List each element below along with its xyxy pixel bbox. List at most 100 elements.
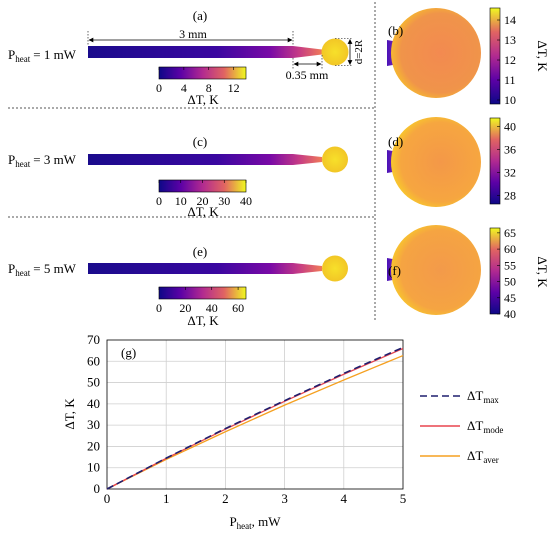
- colorbar-b-label: ΔT, K: [535, 40, 550, 72]
- panel-e-p-heat: Pheat = 5 mW: [8, 261, 77, 278]
- x-axis-label: Pheat, mW: [229, 514, 281, 531]
- panel-b: (b) 14 13 12 11 10 ΔT, K: [387, 7, 550, 107]
- colorbar-tick-label: 60: [232, 301, 244, 315]
- legend-label-max: ΔTmax: [467, 388, 499, 405]
- panel-b-label: (b): [388, 23, 403, 38]
- x-tick-label: 0: [104, 491, 111, 506]
- colorbar-tick-label: 40: [504, 307, 516, 321]
- colorbar-b-ticks: 14 13 12 11 10: [497, 13, 516, 107]
- bead-sphere: [322, 146, 348, 173]
- colorbar-tick-label: 13: [504, 33, 516, 47]
- diameter-label: d=2R: [353, 39, 365, 64]
- x-tick-label: 1: [163, 491, 170, 506]
- panel-a: (a) Pheat = 1 mW 3 mm 0.35 mm d=2R 0 4 8 12 …: [8, 8, 365, 107]
- y-tick-label: 60: [87, 353, 100, 368]
- sphere-temperature-map: [391, 117, 481, 207]
- chart-series: [106, 346, 404, 490]
- y-tick-label: 0: [94, 481, 101, 496]
- panel-c-label: (c): [193, 134, 207, 149]
- panel-e: (e) Pheat = 5 mW 0 20 40 60 ΔT, K: [8, 244, 348, 328]
- colorbar-e-label: ΔT, K: [187, 313, 219, 328]
- panel-g-label: (g): [121, 345, 136, 360]
- panel-a-p-heat: Pheat = 1 mW: [8, 47, 77, 64]
- panel-a-label: (a): [193, 8, 207, 23]
- colorbar-a-ticks: 0 4 8 12: [156, 67, 240, 95]
- colorbar-tick-label: 60: [504, 242, 516, 256]
- colorbar-f: [489, 227, 501, 315]
- colorbar-tick-label: 40: [206, 301, 218, 315]
- fiber-wire: [88, 263, 322, 274]
- colorbar-tick-label: 12: [504, 53, 516, 67]
- chart-legend: ΔTmax ΔTmode ΔTaver: [420, 388, 503, 465]
- colorbar-c-ticks: 0 10 20 30 40: [156, 180, 252, 208]
- panel-c-p-heat: Pheat = 3 mW: [8, 152, 77, 169]
- colorbar-tick-label: 20: [179, 301, 191, 315]
- panel-c: (c) Pheat = 3 mW 0 10 20 30 40 ΔT, K: [8, 134, 348, 219]
- colorbar-tick-label: 36: [504, 143, 516, 157]
- bead-sphere: [322, 255, 348, 282]
- colorbar-tick-label: 14: [504, 13, 516, 27]
- x-tick-label: 4: [341, 491, 348, 506]
- colorbar-tick-label: 50: [504, 275, 516, 289]
- y-tick-label: 40: [87, 396, 100, 411]
- fiber-wire: [88, 154, 322, 165]
- colorbar-tick-label: 65: [504, 226, 516, 240]
- colorbar-f-ticks: 65 60 55 50 45 40: [497, 226, 516, 321]
- tip-label: 0.35 mm: [286, 68, 329, 82]
- panel-e-label: (e): [193, 244, 207, 259]
- colorbar-e: [158, 286, 247, 300]
- x-tick-label: 2: [222, 491, 229, 506]
- fiber-wire: [88, 46, 322, 58]
- colorbar-tick-label: 28: [504, 188, 516, 202]
- legend-label-mode: ΔTmode: [467, 418, 503, 435]
- y-axis-label: ΔT, K: [62, 398, 77, 430]
- colorbar-d-ticks: 40 36 32 28: [497, 120, 516, 202]
- colorbar-tick-label: 20: [197, 194, 209, 208]
- x-tick-label: 5: [400, 491, 407, 506]
- colorbar-tick-label: 32: [504, 165, 516, 179]
- colorbar-tick-label: 10: [504, 93, 516, 107]
- series-line-max: [106, 346, 404, 490]
- sphere-temperature-map: [391, 8, 481, 98]
- colorbar-b: [489, 7, 501, 105]
- colorbar-tick-label: 11: [504, 73, 516, 87]
- bead-sphere: [321, 38, 349, 66]
- colorbar-d: [489, 117, 501, 205]
- colorbar-tick-label: 40: [504, 120, 516, 134]
- colorbar-f-label: ΔT, K: [535, 256, 550, 288]
- panel-d-label: (d): [388, 134, 403, 149]
- panel-separators: [8, 2, 376, 322]
- chart-grid: [107, 340, 403, 489]
- series-line-aver: [106, 354, 404, 490]
- colorbar-tick-label: 4: [181, 81, 187, 95]
- colorbar-e-ticks: 0 20 40 60: [156, 287, 244, 315]
- panel-f-label: (f): [388, 263, 401, 278]
- colorbar-a: [158, 66, 247, 80]
- colorbar-tick-label: 8: [206, 81, 212, 95]
- panel-d: (d) 40 36 32 28: [387, 117, 516, 207]
- colorbar-tick-label: 55: [504, 258, 516, 272]
- colorbar-tick-label: 12: [228, 81, 240, 95]
- sphere-temperature-map: [391, 225, 481, 315]
- y-tick-label: 50: [87, 375, 100, 390]
- colorbar-tick-label: 0: [156, 81, 162, 95]
- colorbar-tick-label: 0: [156, 301, 162, 315]
- y-tick-label: 70: [87, 332, 100, 347]
- legend-label-aver: ΔTaver: [467, 448, 499, 465]
- length-label: 3 mm: [179, 27, 207, 41]
- colorbar-tick-label: 10: [175, 194, 187, 208]
- plot-frame: [106, 339, 404, 490]
- y-tick-label: 30: [87, 417, 100, 432]
- panel-f: (f) 65 60 55 50 45 40 ΔT, K: [387, 225, 550, 321]
- colorbar-c-label: ΔT, K: [187, 204, 219, 219]
- colorbar-tick-label: 30: [218, 194, 230, 208]
- colorbar-tick-label: 40: [240, 194, 252, 208]
- colorbar-tick-label: 45: [504, 291, 516, 305]
- colorbar-a-label: ΔT, K: [187, 92, 219, 107]
- y-tick-label: 20: [87, 438, 100, 453]
- y-tick-label: 10: [87, 460, 100, 475]
- colorbar-tick-label: 0: [156, 194, 162, 208]
